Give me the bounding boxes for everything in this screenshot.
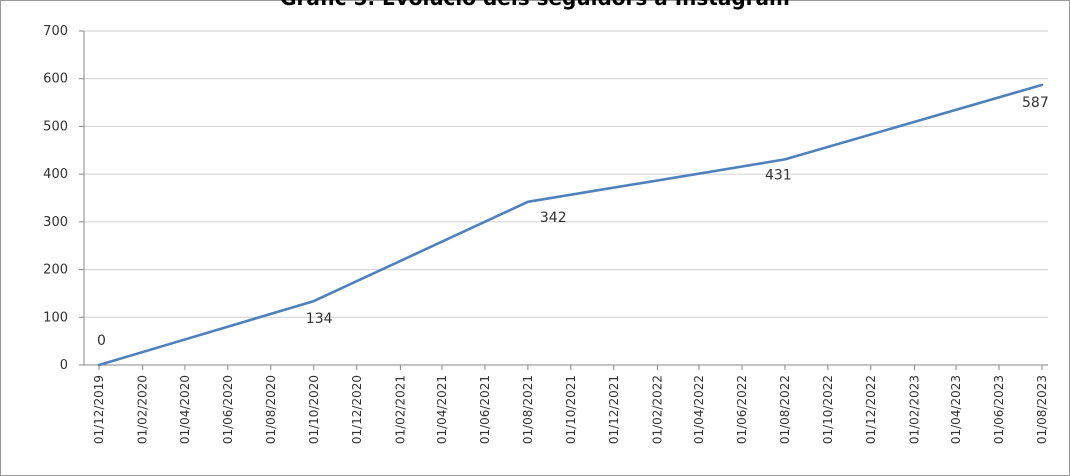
x-tick-label: 01/02/2020 (136, 375, 150, 444)
data-label: 342 (540, 210, 567, 226)
y-tick-label: 400 (43, 167, 68, 182)
x-tick-label: 01/02/2023 (908, 375, 922, 444)
x-tick-label: 01/04/2020 (178, 375, 192, 444)
data-label: 0 (97, 333, 106, 349)
x-tick-label: 01/08/2021 (521, 375, 535, 444)
x-tick-label: 01/06/2020 (221, 375, 235, 444)
data-label: 431 (765, 167, 792, 183)
x-tick-label: 01/04/2022 (692, 375, 706, 444)
y-tick-label: 0 (60, 358, 68, 373)
x-tick-label: 01/12/2020 (350, 375, 364, 444)
y-tick-label: 100 (43, 310, 68, 325)
y-axis-ticks: 0 100 200 300 400 500 600 700 (43, 24, 68, 373)
x-tick-label: 01/06/2023 (992, 375, 1006, 444)
x-tick-label: 01/12/2022 (864, 375, 878, 444)
x-tick-label: 01/08/2023 (1035, 375, 1049, 444)
y-tick-label: 200 (43, 263, 68, 278)
data-label: 134 (306, 311, 333, 327)
x-tick-label: 01/04/2021 (435, 375, 449, 444)
x-tick-label: 01/10/2022 (821, 375, 835, 444)
series-line (97, 83, 1044, 367)
x-tick-label: 01/12/2021 (607, 375, 621, 444)
y-tick-label: 700 (43, 24, 68, 39)
data-label: 587 (1022, 95, 1049, 111)
data-labels: 0 134 342 431 587 (97, 95, 1049, 349)
x-tick-label: 01/08/2020 (264, 375, 278, 444)
x-tick-label: 01/02/2022 (650, 375, 664, 444)
series (97, 83, 1044, 367)
x-tick-label: 01/06/2021 (478, 375, 492, 444)
x-tick-label: 01/10/2021 (564, 375, 578, 444)
x-tick-label: 01/08/2022 (778, 375, 792, 444)
y-tick-label: 600 (43, 72, 68, 87)
gridlines (84, 30, 1048, 318)
x-tick-label: 01/04/2023 (949, 375, 963, 444)
x-tick-label: 01/06/2022 (735, 375, 749, 444)
x-axis-ticks: 01/12/2019 01/02/2020 01/04/2020 01/06/2020… (92, 375, 1049, 444)
x-tick-label: 01/12/2019 (92, 375, 106, 444)
chart-title: Gràfic 5. Evolució dels seguidors a Inst… (0, 0, 1070, 10)
y-tick-label: 300 (43, 215, 68, 230)
y-tick-label: 500 (43, 119, 68, 134)
x-tick-label: 01/02/2021 (393, 375, 407, 444)
x-tick-label: 01/10/2020 (307, 375, 321, 444)
axes (79, 30, 1048, 370)
